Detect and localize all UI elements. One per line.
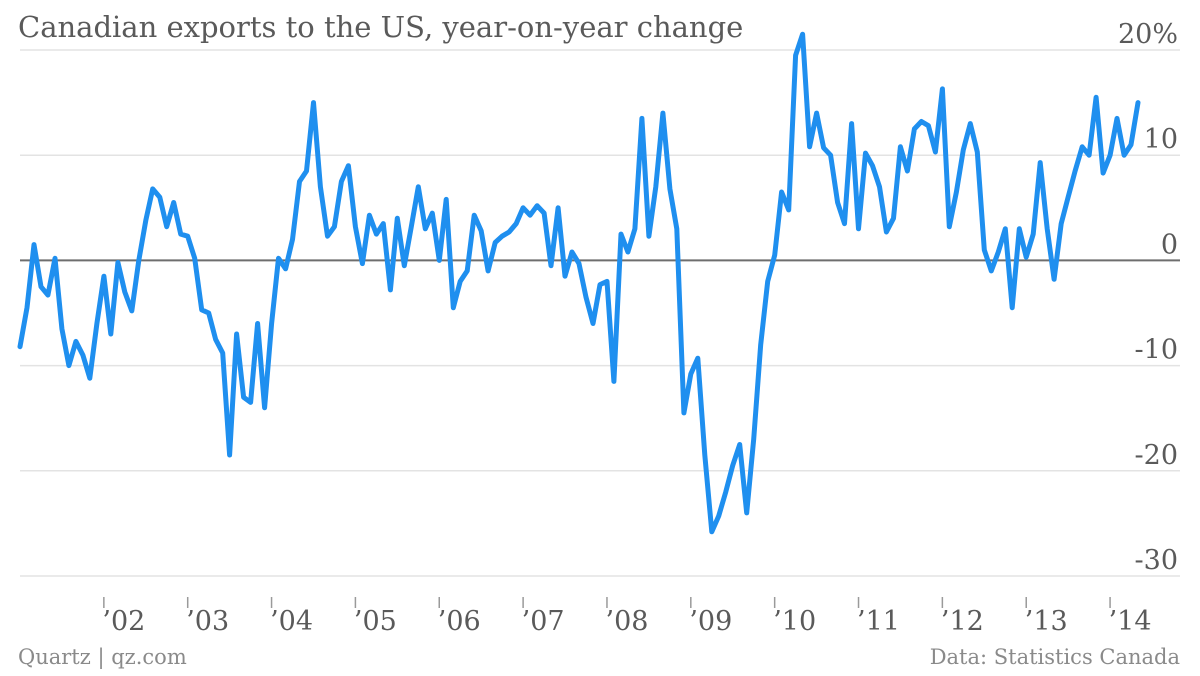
x-tick-label: ’06 bbox=[438, 606, 481, 637]
x-tick-label: ’04 bbox=[270, 606, 313, 637]
x-tick-label: ’03 bbox=[186, 606, 229, 637]
y-tick-label: -10 bbox=[1135, 335, 1178, 366]
series-line bbox=[17, 31, 1141, 535]
y-tick-label: 10 bbox=[1144, 124, 1178, 155]
gridlines bbox=[20, 49, 1180, 577]
x-tick-label: ’13 bbox=[1025, 606, 1068, 637]
footer-source-right: Data: Statistics Canada bbox=[929, 645, 1180, 669]
x-tick-label: ’08 bbox=[605, 606, 648, 637]
x-axis-ticks: ’02 ’03 ’04 ’05 ’06 ’07 ’08 ’09 ’10 ’11 ’12 ’13 ’14 bbox=[102, 597, 1152, 637]
x-tick-label: ’14 bbox=[1109, 606, 1152, 637]
x-tick-label: ’02 bbox=[102, 606, 145, 637]
y-tick-label: -30 bbox=[1135, 545, 1178, 576]
y-tick-label: 20% bbox=[1118, 19, 1178, 50]
y-tick-label: 0 bbox=[1161, 229, 1178, 260]
x-tick-label: ’11 bbox=[857, 606, 900, 637]
chart-title: Canadian exports to the US, year-on-year… bbox=[18, 10, 744, 44]
x-tick-label: ’10 bbox=[773, 606, 816, 637]
x-tick-label: ’05 bbox=[354, 606, 397, 637]
x-tick-label: ’07 bbox=[522, 606, 565, 637]
y-tick-label: -20 bbox=[1135, 440, 1178, 471]
footer-source-left: Quartz | qz.com bbox=[18, 645, 187, 669]
y-axis-ticks: 20% 10 0 -10 -20 -30 bbox=[1118, 19, 1178, 576]
x-tick-label: ’12 bbox=[941, 606, 984, 637]
x-tick-label: ’09 bbox=[689, 606, 732, 637]
